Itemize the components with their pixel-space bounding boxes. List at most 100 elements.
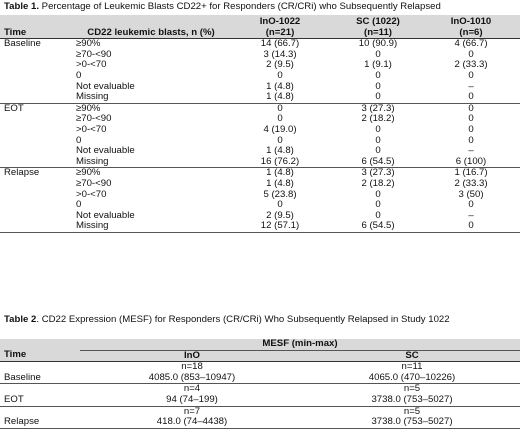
ino1022-cell: 1 (4.8) [266,177,294,189]
sc1022-cell: 2 (18.2) [361,177,395,189]
time-cell [0,92,76,103]
sc-n-cell: n=5 [304,383,520,395]
time-cell [0,190,76,201]
sc-n-cell: n=5 [304,405,520,418]
category-cell: 0 [76,69,82,81]
time-cell [0,157,76,168]
header-mesf: MESF (min-max) [80,338,520,351]
time-cell: Baseline [4,371,41,383]
time-cell: Baseline [4,38,41,50]
time-cell [0,146,76,157]
table-row: Baseline ≥90% 14 (66.7) 10 (90.9) 4 (66.7) [0,38,520,50]
time-cell: Relapse [0,416,80,429]
ino1010-cell: 0 [422,220,520,233]
category-cell: Not evaluable [76,145,135,157]
table-row: 0 0 0 0 [0,134,520,147]
table2-header-row-2: Time InO SC [0,350,520,363]
table-row: >0-<70 2 (9.5) 1 (9.1) 2 (33.3) [0,60,520,71]
ino1010-cell: 6 (100) [455,155,487,167]
ino1022-cell: 2 (9.5) [266,59,294,71]
category-cell: 0 [76,134,82,146]
category-cell: ≥70-<90 [76,113,112,125]
ino1010-cell: 0 [468,199,474,211]
sc1022-cell: 0 [375,145,381,157]
ino1010-cell: – [468,145,474,157]
category-cell: 0 [76,199,82,211]
time-cell: EOT [4,393,24,405]
ino-n-cell: n=18 [181,361,203,373]
time-cell [0,179,76,190]
table1-caption-label: Table 1. [4,1,40,12]
category-cell: ≥70-<90 [76,177,112,189]
ino1022-cell: 5 (23.8) [263,188,297,200]
sc-n-cell: n=11 [401,361,423,373]
sc1022-cell: 0 [375,199,381,211]
ino1010-cell: 0 [468,91,474,103]
table1-header-row-2: Time CD22 leukemic blasts, n (%) (n=21) … [0,27,520,40]
time-cell [0,82,76,93]
time-cell [0,200,76,211]
ino-n-cell: n=7 [80,405,304,418]
header-category: CD22 leukemic blasts, n (%) [76,27,226,40]
ino1010-cell: 3 (50) [458,188,484,200]
category-cell: >0-<70 [76,188,107,200]
table2-caption-text: . CD22 Expression (MESF) for Responders … [36,314,450,325]
table-row: n=7 n=5 [0,405,520,418]
sc1022-cell: 0 [375,80,381,92]
ino1022-cell: 1 (4.8) [266,80,294,92]
ino-value-cell: 418.0 (74–4438) [80,416,304,429]
table1-caption: Table 1. Percentage of Leukemic Blasts C… [4,1,441,13]
table-row: n=18 n=11 [0,361,520,373]
table-row: Not evaluable 2 (9.5) 0 – [0,209,520,222]
ino1022-cell: 12 (57.1) [226,220,334,233]
time-cell [0,221,76,233]
ino1010-cell: 1 (16.7) [422,167,520,179]
header-sc1022-n: (n=11) [334,27,422,40]
table2: MESF (min-max) Time InO SC n=18 n=11 Basel… [0,338,520,429]
category-cell: >0-<70 [76,123,107,135]
header-sc1022-name: SC (1022) [334,15,422,28]
ino1010-cell: 0 [468,69,474,81]
header-ino: InO [80,350,304,363]
sc1022-cell: 6 (54.5) [334,220,422,233]
ino1022-cell: 16 (76.2) [260,155,300,167]
sc1022-cell: 0 [375,48,381,60]
ino1022-cell: 4 (19.0) [263,123,297,135]
time-cell [0,136,76,147]
table-row: >0-<70 5 (23.8) 0 3 (50) [0,188,520,201]
table-row: 0 0 0 0 [0,199,520,211]
header-ino1022-name: InO-1022 [226,15,334,28]
table2-caption: Table 2. CD22 Expression (MESF) for Resp… [4,314,450,326]
time-cell [0,125,76,136]
table-row: n=4 n=5 [0,383,520,395]
sc1022-cell: 3 (27.3) [334,102,422,115]
sc1022-cell: 1 (9.1) [364,59,392,71]
ino1010-cell: – [468,80,474,92]
ino1010-cell: 0 [468,113,474,125]
header-sc: SC [304,350,520,363]
table-row: EOT ≥90% 0 3 (27.3) 0 [0,102,520,115]
table-row: 0 0 0 0 [0,69,520,82]
category-cell: Missing [76,91,109,103]
time-cell [0,114,76,125]
table-row: EOT 94 (74–199) 3738.0 (753–5027) [0,393,520,406]
ino1010-cell: 2 (33.3) [454,177,488,189]
sc1022-cell: 6 (54.5) [361,155,395,167]
ino1022-cell: 0 [277,69,283,81]
header-time: Time [0,27,76,40]
ino-value-cell: 94 (74–199) [166,393,218,405]
ino1022-cell: 0 [226,102,334,115]
sc1022-cell: 0 [375,123,381,135]
ino1022-cell: 2 (9.5) [266,209,294,221]
table-row: Missing 16 (76.2) 6 (54.5) 6 (100) [0,155,520,168]
sc1022-cell: 0 [375,69,381,81]
table-row: Baseline 4085.0 (853–10947) 4065.0 (470–10… [0,371,520,384]
category-cell: Not evaluable [76,80,135,92]
header-ino1022-n: (n=21) [226,27,334,40]
table-row: ≥70-<90 0 2 (18.2) 0 [0,114,520,125]
ino1010-cell: 4 (66.7) [454,38,488,50]
ino1010-cell: 2 (33.3) [454,59,488,71]
time-cell: Relapse [0,167,76,179]
table-row: ≥70-<90 1 (4.8) 2 (18.2) 2 (33.3) [0,177,520,190]
table2-header-row-1: MESF (min-max) [0,338,520,351]
